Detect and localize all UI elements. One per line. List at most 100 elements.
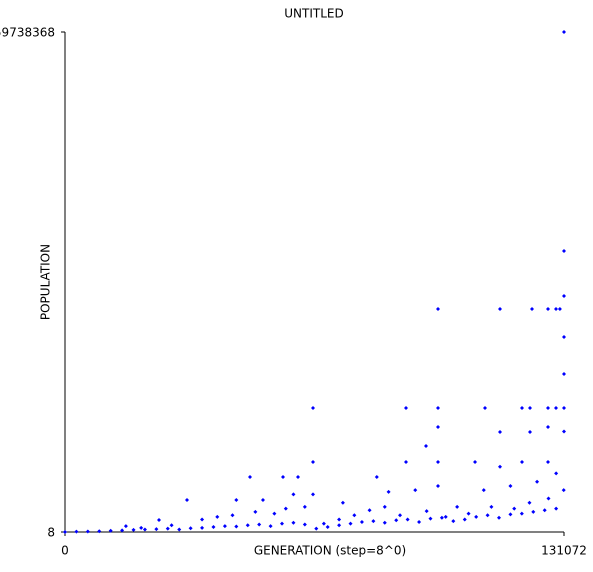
- point: [394, 518, 399, 523]
- point: [535, 479, 540, 484]
- point: [455, 504, 460, 509]
- point: [520, 460, 525, 465]
- point: [498, 429, 503, 434]
- point: [272, 511, 277, 516]
- point: [230, 513, 235, 518]
- point: [131, 527, 136, 532]
- y-axis-label: POPULATION: [39, 244, 53, 320]
- point: [348, 521, 353, 526]
- point: [557, 307, 562, 312]
- point: [512, 506, 517, 511]
- point: [154, 527, 159, 532]
- point: [177, 527, 182, 532]
- x-tick-label: 0: [61, 544, 69, 558]
- point: [403, 460, 408, 465]
- point: [498, 464, 503, 469]
- point: [352, 513, 357, 518]
- point: [562, 30, 566, 34]
- point: [546, 406, 551, 411]
- point: [562, 334, 566, 339]
- point: [257, 522, 262, 527]
- point: [311, 492, 316, 497]
- point: [245, 523, 250, 528]
- point: [530, 307, 535, 312]
- point: [528, 429, 533, 434]
- point: [436, 483, 441, 488]
- point: [200, 525, 205, 530]
- point: [359, 519, 364, 524]
- point: [546, 460, 551, 465]
- point: [165, 526, 170, 531]
- point: [417, 519, 422, 524]
- point: [321, 521, 326, 526]
- point: [139, 525, 144, 530]
- point: [337, 517, 342, 522]
- point: [374, 475, 379, 480]
- x-tick-label: 131072: [541, 544, 587, 558]
- point: [169, 523, 174, 528]
- point: [382, 504, 387, 509]
- point: [222, 524, 227, 529]
- point: [546, 307, 551, 312]
- point: [473, 460, 478, 465]
- point: [234, 524, 239, 529]
- point: [63, 530, 67, 534]
- point: [466, 511, 471, 516]
- chart-title: UNTITLED: [284, 7, 343, 21]
- point: [508, 512, 513, 517]
- point: [123, 524, 128, 529]
- point: [291, 520, 296, 525]
- point: [546, 496, 551, 501]
- point: [296, 475, 301, 480]
- point: [371, 519, 376, 524]
- point: [483, 406, 488, 411]
- point: [291, 492, 296, 497]
- point: [281, 475, 286, 480]
- point: [520, 406, 525, 411]
- point: [311, 460, 316, 465]
- point: [283, 506, 288, 511]
- point: [436, 460, 441, 465]
- point: [508, 483, 513, 488]
- point: [519, 511, 524, 516]
- point: [561, 488, 566, 493]
- point: [85, 529, 90, 534]
- point: [268, 524, 273, 529]
- point: [157, 517, 162, 522]
- point: [188, 526, 193, 531]
- point: [481, 488, 486, 493]
- point: [485, 513, 490, 518]
- point: [428, 516, 433, 521]
- point: [325, 524, 330, 529]
- point: [489, 504, 494, 509]
- point: [474, 514, 479, 519]
- point: [527, 500, 532, 505]
- point: [424, 444, 429, 449]
- point: [280, 521, 285, 526]
- point: [302, 522, 307, 527]
- point: [546, 425, 551, 430]
- point: [443, 514, 448, 519]
- point: [497, 515, 502, 520]
- point: [439, 515, 444, 520]
- point: [260, 498, 265, 503]
- point: [185, 498, 190, 503]
- y-tick-label: 8: [47, 526, 55, 540]
- point: [367, 508, 372, 513]
- point: [386, 489, 391, 494]
- point: [337, 523, 342, 528]
- point: [405, 517, 410, 522]
- point: [554, 471, 559, 476]
- point: [120, 528, 125, 533]
- point: [413, 488, 418, 493]
- point: [528, 406, 533, 411]
- point: [562, 372, 566, 377]
- point: [340, 500, 345, 505]
- point: [498, 307, 503, 312]
- point: [211, 524, 216, 529]
- point: [311, 406, 316, 411]
- point: [436, 406, 441, 411]
- point: [248, 475, 253, 480]
- x-axis-label: GENERATION (step=8^0): [254, 544, 406, 558]
